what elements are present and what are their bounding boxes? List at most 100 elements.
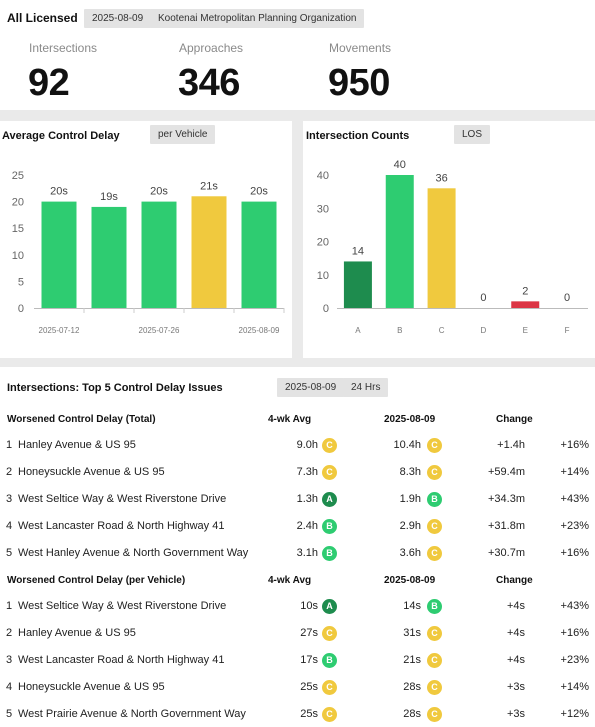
kpi-approaches-value: 346 [178,62,240,104]
issues-period-chip[interactable]: 24 Hrs [343,378,389,397]
delay-bar-label-1: 19s [100,191,118,203]
los-badge-avg: C [322,438,337,453]
row-avg-value: 17s [300,654,318,666]
col-change-header-1: Change [496,414,533,425]
delay-bar-2[interactable] [141,201,177,308]
row-change-value: +4s [506,600,525,612]
counts-bar-E[interactable] [511,301,540,308]
counts-bar-B[interactable] [385,175,414,308]
row-intersection-name[interactable]: West Seltice Way & West Riverstone Drive [18,600,227,612]
los-badge-avg: B [322,653,337,668]
counts-y-tick-1: 10 [317,270,329,282]
row-intersection-name[interactable]: Hanley Avenue & US 95 [18,439,136,451]
row-change-value: +31.8m [488,520,525,532]
los-badge-current: C [427,465,442,480]
col-date-header-1: 2025-08-09 [384,414,436,425]
table-row[interactable]: 2 Honeysuckle Avenue & US 95 7.3h C 8.3h C +59… [0,459,595,486]
row-avg-value: 1.3h [296,493,318,505]
row-avg-value: 7.3h [296,466,318,478]
counts-y-tick-3: 30 [317,203,329,215]
row-change-percent: +43% [560,600,589,612]
summary-panel: All Licensed 2025-08-09 Kootenai Metropo… [0,0,595,110]
los-badge-avg: C [322,626,337,641]
row-rank: 3 [6,493,13,505]
row-change-percent: +16% [560,547,589,559]
col-change-header-2: Change [496,575,533,586]
organization-chip[interactable]: Kootenai Metropolitan Planning Organizat… [150,9,365,28]
table-row[interactable]: 2 Hanley Avenue & US 95 27s C 31s C +4s +16% [0,620,595,647]
col-avg-header-2: 4-wk Avg [268,575,312,586]
los-letter: B [326,548,333,558]
los-letter: B [326,521,333,531]
row-change-percent: +14% [560,681,589,693]
table-row[interactable]: 1 West Seltice Way & West Riverstone Driv… [0,593,595,620]
row-intersection-name[interactable]: West Lancaster Road & North Highway 41 [18,654,225,666]
row-rank: 1 [6,600,13,612]
col-avg-header-1: 4-wk Avg [268,414,312,425]
row-intersection-name[interactable]: West Hanley Avenue & North Government Wa… [18,547,249,559]
delay-y-tick-2: 10 [12,250,24,262]
delay-y-tick-5: 25 [12,170,24,182]
row-change-percent: +16% [560,439,589,451]
counts-x-tick-F: F [565,326,570,335]
counts-bar-label-F: 0 [564,292,570,304]
los-letter: C [431,440,438,450]
page-title: All Licensed [7,11,78,25]
row-rank: 2 [6,627,13,639]
counts-chart-title: Intersection Counts [306,130,410,142]
counts-x-tick-A: A [355,326,361,335]
counts-bar-A[interactable] [343,261,372,308]
delay-bar-3[interactable] [191,196,227,308]
row-intersection-name[interactable]: Honeysuckle Avenue & US 95 [18,466,165,478]
delay-bar-label-4: 20s [250,186,268,198]
table-row[interactable]: 5 West Prairie Avenue & North Government … [0,701,595,727]
los-letter: C [431,548,438,558]
issues-date-chip[interactable]: 2025-08-09 [277,378,345,397]
los-letter: C [431,655,438,665]
row-current-value: 28s [403,681,421,693]
counts-bar-label-E: 2 [522,285,528,297]
table-row[interactable]: 5 West Hanley Avenue & North Government W… [0,540,595,567]
los-badge-current: C [427,707,442,722]
table-row[interactable]: 4 West Lancaster Road & North Highway 41 2… [0,513,595,540]
row-intersection-name[interactable]: West Seltice Way & West Riverstone Drive [18,493,227,505]
row-intersection-name[interactable]: West Lancaster Road & North Highway 41 [18,520,225,532]
counts-bar-C[interactable] [427,188,456,308]
counts-bar-label-B: 40 [394,159,406,171]
los-badge-avg: B [322,519,337,534]
los-badge-avg: A [322,492,337,507]
per-vehicle-chip[interactable]: per Vehicle [150,125,216,144]
delay-bar-4[interactable] [241,201,277,308]
table-row[interactable]: 1 Hanley Avenue & US 95 9.0h C 10.4h C +1.4h +1… [0,432,595,459]
row-rank: 3 [6,654,13,666]
section-heading-1: Worsened Control Delay (Total) [7,414,156,425]
delay-bar-label-3: 21s [200,180,218,192]
row-current-value: 31s [403,627,421,639]
los-chip[interactable]: LOS [454,125,491,144]
los-badge-current: C [427,653,442,668]
los-letter: C [326,467,333,477]
date-chip[interactable]: 2025-08-09 [84,9,152,28]
los-letter: C [431,682,438,692]
kpi-approaches-label: Approaches [179,41,244,55]
table-row[interactable]: 3 West Lancaster Road & North Highway 41 1… [0,647,595,674]
delay-bar-1[interactable] [91,206,127,308]
row-current-value: 21s [403,654,421,666]
delay-bar-0[interactable] [41,201,77,308]
table-row[interactable]: 4 Honeysuckle Avenue & US 95 25s C 28s C +3s +1… [0,674,595,701]
row-change-value: +59.4m [488,466,525,478]
row-rank: 1 [6,439,13,451]
los-letter: C [431,521,438,531]
los-badge-avg: C [322,707,337,722]
table-row[interactable]: 3 West Seltice Way & West Riverstone Driv… [0,486,595,513]
los-badge-avg: B [322,546,337,561]
row-avg-value: 2.4h [296,520,318,532]
section-heading-2: Worsened Control Delay (per Vehicle) [7,575,186,586]
row-intersection-name[interactable]: Hanley Avenue & US 95 [18,627,136,639]
row-intersection-name[interactable]: West Prairie Avenue & North Government W… [18,708,246,720]
row-rank: 4 [6,681,13,693]
los-badge-current: C [427,519,442,534]
delay-bar-chart: 0 5 10 15 20 25 20s 19s 20s 21s 20s 2025-07-12 2025-… [12,170,285,335]
row-intersection-name[interactable]: Honeysuckle Avenue & US 95 [18,681,165,693]
los-letter: A [326,601,333,611]
